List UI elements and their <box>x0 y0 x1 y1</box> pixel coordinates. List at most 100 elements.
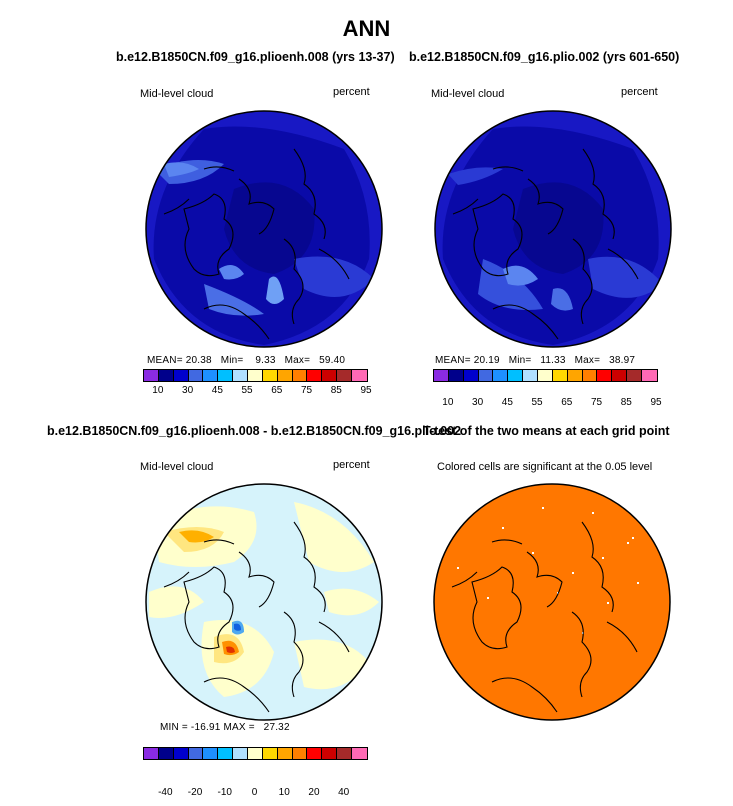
panel1-polar-map <box>145 110 383 348</box>
colorbar-swatch <box>144 370 159 381</box>
panel1-colorbar-ticks: 10 30 45 55 65 75 85 95 <box>143 385 371 397</box>
figure-title: ANN <box>342 16 391 41</box>
colorbar-swatch <box>188 370 204 381</box>
colorbar-swatch <box>233 748 249 759</box>
colorbar-swatch <box>567 370 583 381</box>
panel2-min-label: Min= <box>508 355 532 366</box>
colorbar-swatch <box>248 370 263 381</box>
colorbar-swatch <box>307 748 323 759</box>
panel1-units-label: percent <box>333 86 370 98</box>
colorbar-tick-label: -40 <box>158 787 173 798</box>
panel1-min-label: Min= <box>220 355 244 366</box>
colorbar-tick-label: 45 <box>501 397 513 408</box>
colorbar-tick-label: 85 <box>330 385 342 396</box>
colorbar-tick-label: 10 <box>442 397 454 408</box>
panel4-ttest-map <box>433 483 671 721</box>
colorbar-tick-label: 65 <box>271 385 283 396</box>
panel1-colorbar <box>143 369 368 382</box>
panel2-max-label: Max= <box>574 355 601 366</box>
colorbar-tick-label: 10 <box>278 787 290 798</box>
colorbar-tick-label: 45 <box>211 385 223 396</box>
colorbar-swatch <box>478 370 494 381</box>
colorbar-tick-label: 30 <box>472 397 484 408</box>
colorbar-swatch <box>218 748 234 759</box>
colorbar-swatch <box>508 370 524 381</box>
panel2-min-value: 11.33 <box>540 355 566 366</box>
panel3-colorbar <box>143 747 368 760</box>
panel3-variable-label: Mid-level cloud <box>140 461 214 473</box>
colorbar-tick-label: 75 <box>300 385 313 396</box>
panel2-units-label: percent <box>621 86 658 98</box>
colorbar-swatch <box>352 748 367 759</box>
colorbar-tick-label: 20 <box>308 787 320 798</box>
panel1-min-value: 9.33 <box>255 355 276 366</box>
colorbar-swatch <box>173 748 189 759</box>
panel2-stats: MEAN= 20.19 Min= 11.33 Max= 38.97 <box>435 355 635 366</box>
colorbar-swatch <box>203 370 219 381</box>
colorbar-swatch <box>463 370 479 381</box>
panel3-units-label: percent <box>333 459 370 471</box>
colorbar-swatch <box>552 370 568 381</box>
colorbar-swatch <box>434 370 449 381</box>
colorbar-tick-label: 95 <box>360 385 372 396</box>
panel1-mean-label: MEAN= <box>147 355 183 366</box>
colorbar-swatch <box>262 748 278 759</box>
colorbar-swatch <box>144 748 159 759</box>
panel3-colorbar-ticks: -40 -20 -10 0 10 20 40 <box>143 787 366 799</box>
colorbar-swatch <box>538 370 553 381</box>
colorbar-tick-label: 0 <box>251 787 258 798</box>
colorbar-swatch <box>188 748 204 759</box>
colorbar-swatch <box>307 370 323 381</box>
colorbar-swatch <box>642 370 657 381</box>
panel4-subtitle: Colored cells are significant at the 0.0… <box>437 461 653 473</box>
colorbar-swatch <box>277 370 293 381</box>
panel4-case-title: T-test of the two means at each grid poi… <box>423 424 670 438</box>
colorbar-swatch <box>158 370 174 381</box>
panel1-max-value: 59.40 <box>319 355 346 366</box>
colorbar-swatch <box>612 370 628 381</box>
colorbar-swatch <box>248 748 263 759</box>
colorbar-tick-label: 30 <box>182 385 194 396</box>
panel3-difference-map <box>145 483 383 721</box>
colorbar-swatch <box>158 748 174 759</box>
colorbar-swatch <box>582 370 598 381</box>
colorbar-swatch <box>337 370 353 381</box>
colorbar-swatch <box>627 370 643 381</box>
colorbar-swatch <box>203 748 219 759</box>
colorbar-tick-label: 95 <box>650 397 662 408</box>
panel2-variable-label: Mid-level cloud <box>431 88 505 100</box>
panel1-mean-value: 20.38 <box>185 355 212 366</box>
panel2-mean-value: 20.19 <box>473 355 500 366</box>
colorbar-tick-label: 85 <box>620 397 632 408</box>
panel2-colorbar-ticks: 10 30 45 55 65 75 85 95 <box>433 397 661 409</box>
panel1-variable-label: Mid-level cloud <box>140 88 214 100</box>
panel2-mean-label: MEAN= <box>435 355 471 366</box>
colorbar-tick-label: 40 <box>338 787 350 798</box>
colorbar-tick-label: 65 <box>561 397 573 408</box>
colorbar-swatch <box>292 748 308 759</box>
colorbar-tick-label: 10 <box>152 385 164 396</box>
colorbar-swatch <box>597 370 613 381</box>
panel2-max-value: 38.97 <box>609 355 636 366</box>
colorbar-swatch <box>448 370 464 381</box>
colorbar-swatch <box>277 748 293 759</box>
colorbar-tick-label: -20 <box>187 787 203 798</box>
panel3-case-title: b.e12.B1850CN.f09_g16.plioenh.008 - b.e1… <box>47 424 462 438</box>
colorbar-swatch <box>292 370 308 381</box>
panel2-colorbar <box>433 369 658 382</box>
colorbar-tick-label: -10 <box>217 787 232 798</box>
colorbar-swatch <box>523 370 539 381</box>
panel1-case-title: b.e12.B1850CN.f09_g16.plioenh.008 (yrs 1… <box>116 50 395 64</box>
colorbar-swatch <box>322 370 338 381</box>
colorbar-tick-label: 55 <box>241 385 253 396</box>
colorbar-swatch <box>322 748 338 759</box>
panel2-polar-map <box>434 110 672 348</box>
colorbar-swatch <box>493 370 509 381</box>
colorbar-swatch <box>173 370 189 381</box>
panel2-case-title: b.e12.B1850CN.f09_g16.plio.002 (yrs 601-… <box>409 50 680 64</box>
panel1-stats: MEAN= 20.38 Min= 9.33 Max= 59.40 <box>147 355 345 366</box>
panel1-max-label: Max= <box>284 355 311 366</box>
colorbar-swatch <box>352 370 367 381</box>
colorbar-tick-label: 55 <box>531 397 543 408</box>
panel3-stats: MIN = -16.91 MAX = 27.32 <box>160 722 290 733</box>
